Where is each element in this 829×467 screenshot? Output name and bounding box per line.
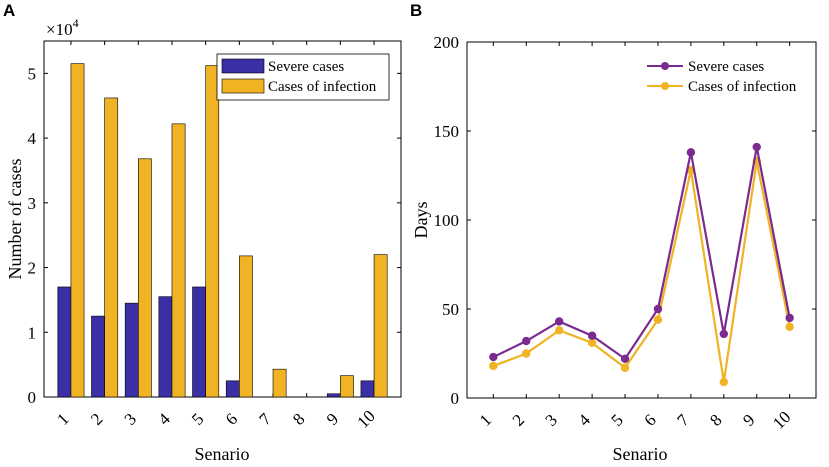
y-tick-label: 4 [28,129,37,148]
bar-severe-cases [192,286,206,398]
legend-label-severe: Severe cases [268,59,344,75]
y-tick-label: 150 [434,122,460,141]
y-ticks-b: 0 50 100 150 200 [434,33,816,408]
y-tick-label: 1 [28,323,37,342]
point-severe-cases [489,352,498,362]
x-tick-label: 3 [542,410,561,429]
bars-a [57,63,388,398]
x-tick-label: 5 [188,409,207,428]
panel-label-b: B [410,1,422,20]
y-tick-label: 5 [28,64,37,83]
x-ticks-b: 1 2 3 4 5 6 7 8 9 10 [476,42,794,433]
x-tick-label: 4 [154,409,174,429]
x-axis-title-b: Senario [613,444,668,464]
x-tick-label: 7 [255,409,275,429]
legend-swatch-infection [221,78,265,94]
legend-label-severe-b: Severe cases [688,59,764,75]
bar-cases-of-infection [205,65,220,398]
x-axis-title-a: Senario [195,444,250,464]
y-tick-label: 100 [434,211,460,230]
x-tick-label: 7 [673,410,693,430]
x-tick-label: 10 [769,407,794,432]
bar-cases-of-infection [104,97,119,398]
x-tick-label: 3 [121,409,140,428]
point-cases-of-infection [620,363,630,372]
point-severe-cases [785,313,794,323]
point-cases-of-infection [785,322,794,331]
point-severe-cases [587,331,597,340]
point-cases-of-infection [554,326,564,335]
bar-severe-cases [360,380,375,398]
legend-b: Severe cases Cases of infection [647,59,797,95]
point-cases-of-infection [653,315,663,324]
axes-box-a [43,40,402,398]
bar-severe-cases [158,296,173,398]
point-severe-cases [653,304,663,314]
point-severe-cases [752,142,761,152]
x-tick-label: 10 [353,406,378,431]
x-tick-label: 9 [323,409,342,428]
x-tick-label: 8 [289,409,308,428]
point-severe-cases [522,336,531,346]
bar-cases-of-infection [373,254,388,398]
panel-label-a: A [3,1,15,20]
legend-label-infection: Cases of infection [268,79,377,95]
point-severe-cases [554,317,564,326]
point-cases-of-infection [489,361,498,371]
bar-cases-of-infection [239,255,253,398]
x-tick-label: 1 [53,409,72,428]
y-tick-label: 0 [451,389,460,408]
legend-a: Severe cases Cases of infection [216,53,390,101]
y-tick-label: 200 [434,33,460,52]
point-cases-of-infection [587,338,597,348]
multiplier-base: ×10 [46,20,73,39]
x-tick-label: 8 [706,410,725,429]
multiplier-label: ×104 [46,16,79,39]
bar-severe-cases [326,393,341,398]
x-tick-label: 2 [87,409,106,428]
legend-swatch-severe [221,58,265,74]
y-tick-label: 0 [28,388,37,407]
point-cases-of-infection [719,377,729,387]
line-cases-of-infection [492,161,791,383]
bar-severe-cases [57,286,72,398]
x-tick-label: 2 [509,410,528,429]
y-tick-label: 2 [28,259,37,278]
bar-cases-of-infection [138,158,152,398]
point-severe-cases [620,354,630,364]
x-tick-label: 4 [575,410,595,430]
point-severe-cases [719,329,729,339]
y-axis-title-b: Days [411,202,431,239]
point-severe-cases [686,148,696,157]
y-ticks-a: 0 1 2 3 4 5 [28,64,401,407]
bar-severe-cases [225,380,240,398]
multiplier-exponent: 4 [73,16,79,30]
bar-cases-of-infection [171,123,186,398]
point-cases-of-infection [522,349,531,358]
lines-b [489,142,794,387]
y-tick-label: 3 [28,194,37,213]
x-tick-label: 6 [222,409,241,428]
bar-cases-of-infection [272,368,287,398]
bar-severe-cases [124,302,139,398]
legend-label-infection-b: Cases of infection [688,79,797,95]
y-tick-label: 50 [442,300,459,319]
x-tick-label: 5 [607,410,626,429]
bar-cases-of-infection [70,63,85,398]
x-tick-label: 6 [640,410,659,429]
y-axis-title-a: Number of cases [5,159,25,280]
bar-severe-cases [91,315,105,398]
bar-cases-of-infection [340,375,354,398]
legend-marker-infection [661,82,669,90]
legend-marker-severe [661,62,669,70]
line-severe-cases [492,146,791,361]
x-tick-label: 9 [739,410,758,429]
x-tick-label: 1 [476,410,495,429]
